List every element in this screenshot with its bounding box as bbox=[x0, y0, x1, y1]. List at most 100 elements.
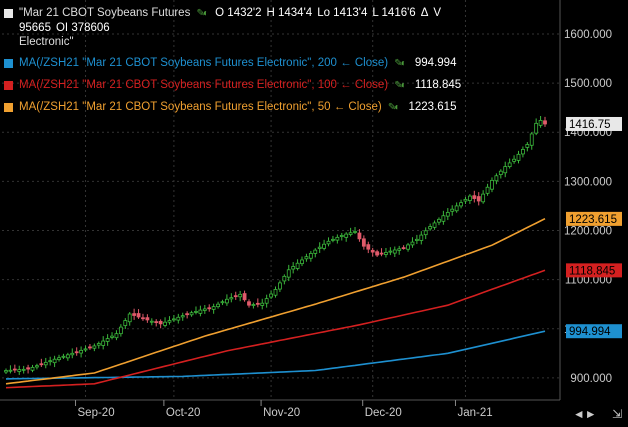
candle-body bbox=[207, 307, 212, 310]
candle-body bbox=[189, 312, 194, 316]
candle-body bbox=[39, 363, 44, 366]
candle-body bbox=[149, 320, 154, 323]
y-tick-label: 1600.000 bbox=[564, 29, 612, 41]
study-edit-icon[interactable]: ✎◐ bbox=[394, 58, 407, 69]
candle-body bbox=[238, 293, 243, 298]
candle-body bbox=[392, 249, 397, 254]
candle-body bbox=[437, 218, 441, 223]
candle-body bbox=[410, 241, 415, 246]
expand-icon[interactable]: ⇲ bbox=[611, 407, 622, 421]
ma200-swatch bbox=[4, 59, 13, 68]
candle-body bbox=[88, 346, 92, 349]
candle-body bbox=[96, 343, 101, 346]
candle-body bbox=[74, 351, 79, 354]
candle-body bbox=[251, 304, 256, 306]
candle-body bbox=[92, 345, 97, 349]
candle-body bbox=[441, 215, 446, 222]
candle-body bbox=[419, 234, 424, 241]
y-tick-label: 1200.000 bbox=[564, 225, 612, 237]
main-series-label-cont: Electronic" bbox=[19, 36, 74, 48]
price-tag-bg bbox=[566, 324, 622, 339]
candle-body bbox=[154, 321, 159, 324]
ma200-label: MA(/ZSH21 "Mar 21 CBOT Soybeans Futures … bbox=[19, 57, 389, 69]
candle-body bbox=[472, 195, 477, 199]
candle-body bbox=[171, 318, 176, 321]
candle-body bbox=[132, 313, 137, 316]
candle-body bbox=[353, 231, 357, 233]
candle-body bbox=[300, 259, 304, 265]
candle-body bbox=[17, 369, 22, 372]
candle-body bbox=[101, 340, 106, 346]
candle-body bbox=[348, 232, 353, 235]
candle-body bbox=[445, 212, 450, 217]
candle-body bbox=[335, 236, 340, 241]
y-tick-label: 900.000 bbox=[570, 373, 612, 385]
candle-body bbox=[322, 243, 326, 249]
candle-body bbox=[52, 358, 57, 364]
candle-body bbox=[454, 205, 459, 212]
candle-body bbox=[12, 368, 17, 371]
legend-ma100: MA(/ZSH21 "Mar 21 CBOT Soybeans Futures … bbox=[4, 78, 564, 93]
candle-body bbox=[216, 303, 220, 308]
x-tick-label: Jan-21 bbox=[457, 407, 492, 419]
candle-body bbox=[397, 248, 402, 251]
main-series-label: "Mar 21 CBOT Soybeans Futures bbox=[19, 7, 191, 19]
price-tag-label: 994.994 bbox=[569, 326, 611, 338]
study-edit-icon[interactable]: ✎◐ bbox=[387, 102, 401, 113]
study-edit-icon[interactable]: ✎◐ bbox=[196, 8, 210, 19]
candle-body bbox=[255, 302, 260, 305]
candle-body bbox=[225, 298, 229, 304]
x-tick-label: Dec-20 bbox=[365, 407, 402, 419]
x-tick-label: Oct-20 bbox=[166, 407, 201, 419]
candle-body bbox=[282, 275, 287, 282]
study-edit-icon[interactable]: ✎◐ bbox=[394, 80, 407, 91]
candle-body bbox=[339, 234, 344, 237]
candle-body bbox=[269, 293, 273, 298]
candle-body bbox=[308, 253, 313, 259]
candle-body bbox=[123, 320, 128, 326]
candle-body bbox=[198, 309, 203, 314]
candle-body bbox=[485, 186, 490, 194]
candle-body bbox=[233, 295, 238, 298]
candle-body bbox=[414, 238, 419, 241]
candle-body bbox=[525, 144, 530, 148]
candle-body bbox=[370, 249, 375, 253]
ma100-label: MA(/ZSH21 "Mar 21 CBOT Soybeans Futures … bbox=[19, 79, 389, 91]
candle-body bbox=[507, 162, 512, 168]
candle-body bbox=[264, 298, 269, 304]
candle-body bbox=[521, 149, 525, 155]
candle-body bbox=[481, 193, 486, 203]
candle-body bbox=[384, 252, 388, 255]
price-tag-label: 1416.75 bbox=[569, 119, 611, 131]
price-tag-bg bbox=[566, 263, 622, 278]
candle-body bbox=[304, 256, 309, 260]
candle-body bbox=[428, 226, 433, 230]
candle-body bbox=[313, 249, 318, 254]
candle-body bbox=[61, 355, 66, 358]
candle-body bbox=[317, 246, 322, 249]
candle-body bbox=[145, 317, 150, 321]
ma100-line bbox=[5, 269, 546, 389]
scroll-arrows-icon[interactable]: ◄► bbox=[572, 407, 597, 421]
candle-body bbox=[260, 302, 265, 306]
ma50-value: 1223.615 bbox=[408, 101, 457, 113]
candle-body bbox=[379, 252, 384, 255]
candle-body bbox=[331, 238, 335, 241]
candle-body bbox=[57, 357, 61, 361]
candle-body bbox=[498, 170, 503, 175]
candle-body bbox=[114, 333, 119, 339]
candle-body bbox=[490, 179, 494, 190]
candle-body bbox=[211, 306, 216, 310]
ma100-value: 1118.845 bbox=[414, 79, 462, 91]
candle-body bbox=[476, 196, 481, 202]
candle-body bbox=[136, 313, 141, 318]
candle-body bbox=[516, 153, 521, 161]
candle-body bbox=[366, 244, 371, 250]
candle-body bbox=[167, 320, 172, 323]
candle-body bbox=[220, 301, 225, 304]
candle-body bbox=[79, 349, 84, 354]
candle-body bbox=[158, 320, 163, 325]
candle-body bbox=[538, 120, 543, 126]
